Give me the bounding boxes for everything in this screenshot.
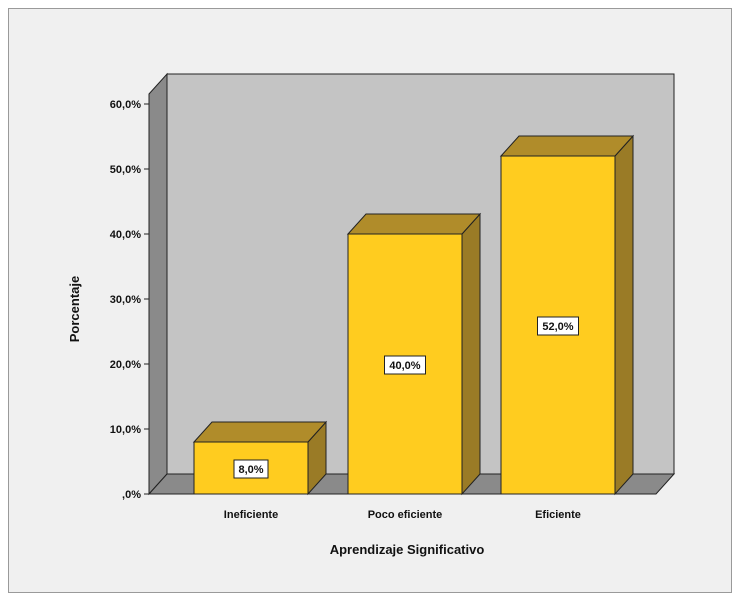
bar-top xyxy=(499,135,635,157)
bar-top xyxy=(192,421,328,443)
y-tick-label: 20,0% xyxy=(110,359,141,371)
bar: 52,0% xyxy=(499,134,635,496)
y-tick-label: 50,0% xyxy=(110,164,141,176)
chart-frame: ,0% 10,0% 20,0% 30,0% 40,0% 50,0% 60,0% 8,0% 40… xyxy=(8,8,732,593)
y-tick-label: 40,0% xyxy=(110,229,141,241)
value-label: 52,0% xyxy=(542,321,573,333)
x-category-label: Eficiente xyxy=(535,509,581,521)
y-tick-label: 10,0% xyxy=(110,424,141,436)
bar: 8,0% xyxy=(192,420,328,496)
bar: 40,0% xyxy=(346,212,482,496)
value-label-box xyxy=(384,355,426,375)
bar-side xyxy=(614,134,634,496)
bar-side xyxy=(461,212,481,496)
y-tick-label: 60,0% xyxy=(110,99,141,111)
side-wall xyxy=(148,72,168,496)
x-category-label: Ineficiente xyxy=(224,509,278,521)
value-label: 40,0% xyxy=(389,360,420,372)
value-label-box xyxy=(233,459,269,479)
y-axis-title: Porcentaje xyxy=(67,276,82,342)
y-tick-label: 30,0% xyxy=(110,294,141,306)
y-tick-label: ,0% xyxy=(122,489,141,501)
bar-chart: ,0% 10,0% 20,0% 30,0% 40,0% 50,0% 60,0% 8,0% 40… xyxy=(67,72,676,557)
bar-top xyxy=(346,213,482,235)
value-label: 8,0% xyxy=(238,464,263,476)
x-axis-title: Aprendizaje Significativo xyxy=(330,542,485,557)
value-label-box xyxy=(537,316,579,336)
x-category-label: Poco eficiente xyxy=(368,509,443,521)
